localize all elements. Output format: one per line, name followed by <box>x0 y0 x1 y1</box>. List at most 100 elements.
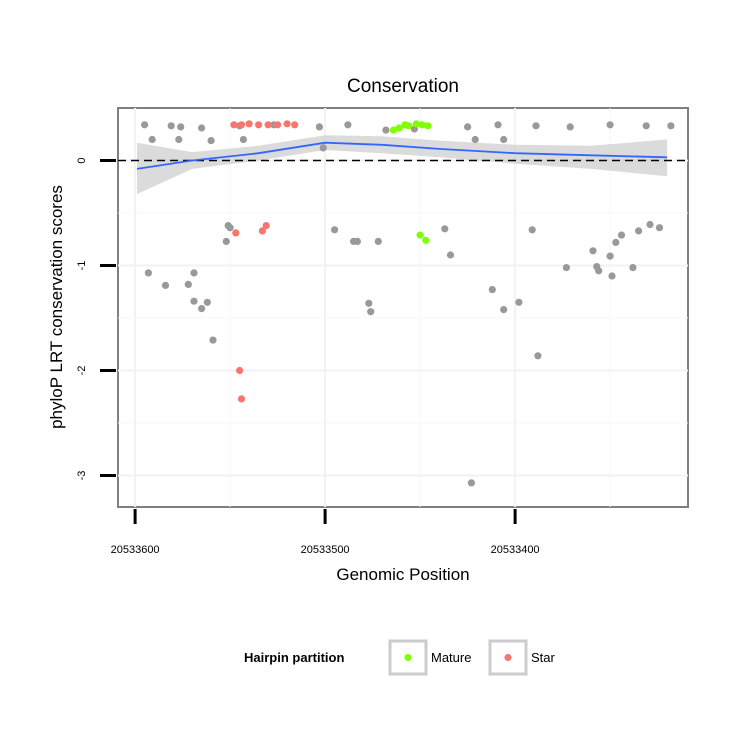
data-point-other <box>635 227 643 235</box>
data-point-other <box>353 237 361 245</box>
data-point-other <box>642 122 650 130</box>
data-point-star <box>245 120 253 128</box>
data-point-mature <box>422 236 430 244</box>
data-point-mature <box>418 121 426 129</box>
data-point-other <box>141 121 149 129</box>
data-point-other <box>608 272 616 280</box>
y-axis: 0 -1 -2 -3 <box>76 157 116 480</box>
y-axis-title: phyloP LRT conservation scores <box>47 185 66 429</box>
x-tick-label: 20533600 <box>111 544 160 556</box>
data-point-other <box>562 264 571 272</box>
data-point-star <box>230 121 238 129</box>
data-point-other <box>315 123 323 131</box>
legend: Hairpin partition Mature Star <box>244 639 556 676</box>
data-point-other <box>500 306 508 314</box>
data-point-other <box>471 135 479 144</box>
data-point-other <box>494 121 502 129</box>
data-points <box>141 120 675 487</box>
data-point-star <box>232 229 240 237</box>
data-point-other <box>367 308 375 316</box>
data-point-other <box>606 252 614 260</box>
data-point-other <box>209 336 217 344</box>
data-point-other <box>446 251 455 259</box>
confidence-band <box>137 135 668 195</box>
data-point-other <box>667 122 675 130</box>
x-axis: 20533600 20533500 20533400 <box>111 509 540 556</box>
legend-mature-marker <box>404 653 412 662</box>
data-point-other <box>144 269 152 277</box>
data-point-other <box>222 237 230 245</box>
data-point-mature <box>424 122 432 130</box>
data-point-other <box>198 124 206 132</box>
x-tick-label: 20533500 <box>301 544 350 556</box>
data-point-star <box>291 121 299 129</box>
smooth-line <box>136 141 668 170</box>
data-point-star <box>237 395 246 403</box>
legend-star-marker <box>504 653 512 662</box>
data-point-star <box>258 227 266 235</box>
legend-label-star: Star <box>531 650 556 665</box>
data-point-mature <box>416 231 424 239</box>
data-point-other <box>331 226 339 234</box>
data-point-other <box>566 123 574 131</box>
data-point-star <box>283 120 291 128</box>
data-point-mature <box>395 124 403 132</box>
data-point-other <box>382 126 390 134</box>
data-point-other <box>344 121 352 129</box>
confidence-band-area <box>137 135 668 195</box>
data-point-other <box>500 135 508 144</box>
data-point-other <box>515 298 523 306</box>
y-tick-label: -3 <box>76 471 88 481</box>
data-point-other <box>532 122 540 130</box>
y-tick-label: -1 <box>76 261 88 271</box>
y-tick-label: -2 <box>76 366 88 376</box>
smooth-curve <box>136 141 668 170</box>
data-point-other <box>203 298 211 306</box>
data-point-mature <box>405 122 413 130</box>
data-point-other <box>629 264 637 272</box>
data-point-other <box>177 123 185 131</box>
data-point-star <box>274 121 282 129</box>
legend-key-mature <box>388 639 428 676</box>
data-point-star <box>262 222 270 230</box>
data-point-other <box>161 281 170 289</box>
data-point-mature <box>412 120 420 128</box>
data-point-other <box>190 269 198 277</box>
data-point-other <box>198 305 206 313</box>
data-point-other <box>441 225 449 233</box>
data-point-other <box>655 224 664 232</box>
data-point-other <box>374 237 382 245</box>
x-tick-label: 20533400 <box>491 544 540 556</box>
data-point-mature <box>389 126 398 134</box>
data-point-other <box>646 220 654 229</box>
data-point-other <box>184 280 192 288</box>
data-point-other <box>239 135 247 144</box>
data-point-other <box>226 224 234 232</box>
chart-title: Conservation <box>347 76 459 97</box>
data-point-other <box>167 122 175 130</box>
data-point-other <box>207 137 215 145</box>
data-point-star <box>264 121 272 129</box>
data-point-other <box>464 123 472 131</box>
legend-label-mature: Mature <box>431 650 471 665</box>
data-point-star <box>237 121 246 129</box>
data-point-other <box>190 297 198 305</box>
y-tick-label: 0 <box>76 157 88 163</box>
legend-title: Hairpin partition <box>244 650 344 665</box>
data-point-other <box>528 226 536 234</box>
data-point-other <box>589 247 597 255</box>
data-point-star <box>236 366 244 375</box>
data-point-other <box>365 299 373 307</box>
data-point-other <box>488 286 496 294</box>
data-point-other <box>617 231 626 239</box>
data-point-other <box>467 479 475 487</box>
plot-panel <box>117 107 689 508</box>
data-point-other <box>612 238 620 246</box>
data-point-other <box>175 135 183 144</box>
x-axis-title: Genomic Position <box>336 565 469 584</box>
data-point-star <box>255 121 263 129</box>
data-point-other <box>606 121 614 129</box>
data-point-other <box>534 352 542 360</box>
data-point-other <box>148 135 156 144</box>
